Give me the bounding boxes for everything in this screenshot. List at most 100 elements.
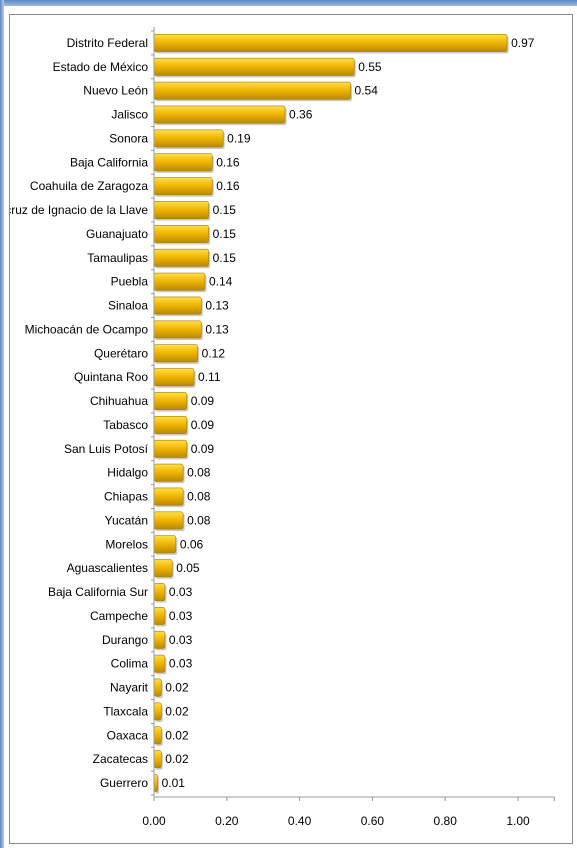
- category-label: San Luis Potosí: [64, 442, 149, 456]
- category-label: Coahuila de Zaragoza: [30, 179, 148, 193]
- value-label: 0.15: [213, 227, 237, 241]
- bar: [153, 105, 286, 124]
- category-label: Guanajuato: [86, 227, 148, 241]
- axes-group: Distrito Federal 0.97 Estado de México 0.55…: [0, 27, 555, 828]
- category-label: Morelos: [105, 537, 148, 551]
- bar: [153, 487, 184, 506]
- bar: [153, 439, 188, 458]
- category-label: Quintana Roo: [74, 370, 148, 384]
- category-label: Campeche: [90, 609, 148, 623]
- bar: [153, 201, 209, 219]
- value-label: 0.13: [205, 299, 229, 313]
- category-label: Querétaro: [94, 346, 148, 360]
- category-label: Nayarit: [110, 681, 149, 695]
- category-label: Yucatán: [105, 513, 148, 527]
- value-label: 0.09: [191, 418, 215, 432]
- category-label: Nuevo León: [83, 84, 148, 98]
- bar: [153, 320, 202, 339]
- bar: [153, 296, 202, 315]
- bar: [153, 81, 351, 100]
- category-label: Hidalgo: [107, 466, 148, 480]
- bar: [153, 654, 166, 673]
- bar: [153, 559, 173, 578]
- category-label: Veracruz de Ignacio de la Llave: [10, 203, 148, 217]
- bar: [153, 678, 162, 697]
- category-label: Baja California: [70, 155, 148, 169]
- category-label: Chiapas: [104, 490, 148, 504]
- value-label: 0.05: [176, 561, 200, 575]
- bar: [153, 463, 184, 482]
- value-label: 0.19: [227, 131, 251, 145]
- x-tick-label: 0.80: [434, 814, 458, 828]
- x-tick-label: 0.00: [142, 814, 166, 828]
- value-label: 0.15: [213, 203, 237, 217]
- x-tick-label: 0.60: [361, 814, 385, 828]
- bar: [153, 248, 209, 267]
- bar: [153, 34, 508, 52]
- category-label: Oaxaca: [107, 728, 149, 742]
- bar: [153, 750, 162, 769]
- category-label: Distrito Federal: [67, 36, 148, 50]
- bar: [153, 702, 162, 721]
- value-label: 0.08: [187, 466, 211, 480]
- value-label: 0.06: [180, 537, 204, 551]
- value-label: 0.02: [165, 681, 189, 695]
- x-tick-label: 1.00: [506, 814, 530, 828]
- value-label: 0.97: [511, 36, 535, 50]
- bar: [153, 392, 188, 410]
- value-label: 0.54: [355, 84, 379, 98]
- bar: [153, 129, 224, 148]
- bar: [153, 630, 166, 649]
- value-label: 0.09: [191, 442, 215, 456]
- value-label: 0.14: [209, 275, 233, 289]
- bar: [153, 416, 188, 434]
- bar-chart: Distrito Federal 0.97 Estado de México 0.55…: [0, 27, 555, 828]
- category-label: Sinaloa: [108, 299, 148, 313]
- value-label: 0.01: [162, 776, 186, 790]
- bars-group: [153, 34, 509, 794]
- value-label: 0.03: [169, 657, 193, 671]
- x-tick-label: 0.20: [215, 814, 239, 828]
- category-label: Tabasco: [103, 418, 148, 432]
- value-label: 0.15: [213, 251, 237, 265]
- value-label: 0.16: [216, 155, 240, 169]
- category-label: Puebla: [111, 275, 149, 289]
- category-label: Tlaxcala: [103, 704, 148, 718]
- category-label: Colima: [111, 657, 149, 671]
- value-label: 0.09: [191, 394, 215, 408]
- bar: [153, 177, 213, 196]
- value-label: 0.03: [169, 633, 193, 647]
- category-label: Durango: [102, 633, 148, 647]
- bar: [153, 344, 198, 363]
- value-label: 0.02: [165, 752, 189, 766]
- category-label: Baja California Sur: [48, 585, 148, 599]
- value-label: 0.08: [187, 490, 211, 504]
- bar: [153, 368, 195, 387]
- bar: [153, 583, 166, 601]
- value-label: 0.08: [187, 513, 211, 527]
- category-label: Guerrero: [100, 776, 148, 790]
- category-label: Aguascalientes: [67, 561, 148, 575]
- category-label: Jalisco: [111, 108, 148, 122]
- value-label: 0.02: [165, 728, 189, 742]
- value-label: 0.03: [169, 609, 193, 623]
- bar: [153, 57, 355, 76]
- value-label: 0.12: [202, 346, 226, 360]
- bar: [153, 726, 162, 745]
- bar: [153, 535, 177, 554]
- bar: [153, 225, 209, 243]
- window-left-border: [0, 0, 4, 848]
- bar: [153, 607, 166, 625]
- value-label: 0.03: [169, 585, 193, 599]
- category-label: Zacatecas: [93, 752, 148, 766]
- bar: [153, 272, 206, 291]
- value-label: 0.02: [165, 704, 189, 718]
- bar: [153, 774, 158, 792]
- value-label: 0.16: [216, 179, 240, 193]
- bar: [153, 511, 184, 530]
- chart-area: Distrito Federal 0.97 Estado de México 0.55…: [0, 14, 573, 844]
- category-label: Tamaulipas: [87, 251, 148, 265]
- value-label: 0.11: [198, 370, 221, 384]
- x-tick-label: 0.40: [288, 814, 312, 828]
